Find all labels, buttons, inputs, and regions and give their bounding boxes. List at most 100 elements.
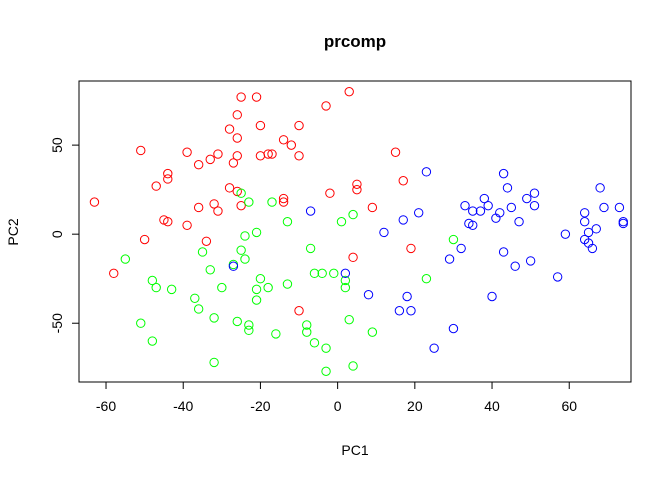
data-point [352,179,362,190]
x-tick-label: -60 [96,398,116,414]
data-point [182,147,192,157]
data-point [406,243,416,254]
data-point [201,236,212,246]
data-point [255,151,266,161]
data-point [352,184,362,195]
data-point [139,234,150,245]
data-point [244,325,254,336]
data-point [468,206,478,216]
data-point [228,261,239,271]
data-point [390,147,401,157]
data-point [263,282,273,293]
data-point [429,343,439,353]
y-tick-label: -50 [49,313,65,333]
data-point [398,176,408,186]
data-point [379,227,389,238]
data-point [224,124,235,134]
data-point [209,357,219,368]
data-point [263,149,273,159]
data-point [367,327,378,337]
data-point [278,197,289,207]
data-point [255,273,266,284]
x-axis-label: PC1 [341,442,368,458]
data-point [421,273,432,284]
data-point [251,92,262,102]
data-point [182,220,192,230]
data-point [340,275,351,286]
data-point [120,254,131,264]
data-point [340,268,351,279]
data-point [236,92,246,102]
data-point [163,174,173,184]
data-point [413,208,424,218]
data-point [394,306,405,316]
data-points [89,86,628,377]
data-point [163,217,173,227]
x-tick-label: 40 [484,398,500,414]
data-point [506,202,517,213]
y-tick-label: 50 [49,137,65,153]
data-point [529,200,540,211]
x-axis: -60 -40 -20 0 20 40 60 [96,381,577,414]
data-point [498,247,509,257]
data-point [587,243,598,254]
data-point [294,151,304,161]
data-point [232,316,242,327]
data-point [251,295,262,305]
data-point [251,227,262,238]
data-point [151,282,161,293]
data-point [336,217,347,227]
x-tick-label: 0 [334,398,342,414]
plot-frame [78,80,632,383]
data-point [448,323,459,334]
data-point [363,290,374,300]
data-point [224,183,235,193]
data-point [348,361,358,371]
data-point [340,282,351,293]
data-point [618,218,628,229]
data-point [232,151,242,161]
data-point [448,234,459,245]
x-tick-label: -40 [173,398,193,414]
data-point [325,188,335,198]
data-point [583,227,594,238]
data-point [498,168,509,179]
data-point [278,193,289,204]
chart-title: prcomp [324,32,386,51]
data-point [193,304,204,314]
data-point [479,193,490,204]
data-point [197,247,208,257]
data-point [502,183,513,193]
data-point [213,149,223,159]
data-point [251,284,262,295]
data-point [190,293,200,303]
data-point [344,314,354,325]
x-tick-label: 60 [561,398,577,414]
data-point [302,320,312,330]
data-point [163,168,173,179]
data-point [228,158,239,168]
data-point [89,197,100,207]
data-point [456,243,466,254]
data-point [228,259,239,270]
data-point [529,188,540,198]
data-point [232,110,242,120]
data-point [286,140,297,150]
data-point [232,133,242,143]
data-point [193,160,204,170]
data-point [244,197,254,207]
data-point [329,268,339,279]
data-point [579,217,590,227]
data-point [240,231,250,241]
data-point [271,329,281,339]
data-point [294,306,304,316]
data-point [317,268,327,279]
data-point [205,154,215,165]
data-point [236,245,246,255]
data-point [321,343,331,353]
data-point [305,243,316,254]
data-point [406,306,416,316]
data-point [166,284,177,295]
y-tick-label: 0 [49,230,65,238]
data-point [309,268,320,279]
